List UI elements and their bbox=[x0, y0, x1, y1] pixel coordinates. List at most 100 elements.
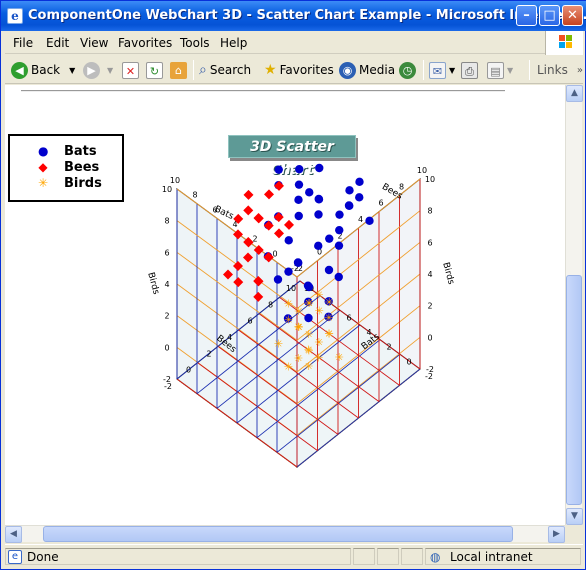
legend-label-bats: Bats bbox=[64, 143, 97, 159]
birds-point: ✳ bbox=[324, 327, 333, 340]
home-button[interactable]: ⌂ bbox=[170, 59, 187, 81]
status-cell bbox=[353, 548, 375, 565]
bats-point bbox=[304, 313, 313, 323]
z-tick-label-right: 0 bbox=[427, 333, 432, 342]
menu-tools[interactable]: Tools bbox=[180, 36, 210, 50]
birds-point: ✳ bbox=[304, 328, 313, 341]
back-dropdown-icon[interactable]: ▼ bbox=[69, 65, 76, 75]
bats-point bbox=[284, 236, 293, 245]
birds-point: ✳ bbox=[325, 328, 334, 341]
media-button[interactable]: ◉ Media bbox=[339, 59, 395, 81]
home-icon: ⌂ bbox=[170, 61, 187, 79]
floor-gridline bbox=[176, 280, 301, 380]
print-button[interactable]: ⎙ bbox=[461, 59, 478, 81]
scroll-down-button[interactable]: ▼ bbox=[566, 508, 583, 525]
birds-point: ✳ bbox=[294, 352, 303, 365]
stop-button[interactable]: ✕ bbox=[122, 59, 139, 81]
scrollbar-corner bbox=[565, 525, 582, 542]
y-tick-label: 8 bbox=[268, 300, 273, 309]
circle-marker-icon: ● bbox=[38, 144, 49, 158]
bats-point bbox=[314, 195, 324, 204]
birds-point: ✳ bbox=[284, 361, 293, 374]
horizontal-scroll-thumb[interactable] bbox=[43, 526, 513, 542]
history-button[interactable]: ◷ bbox=[399, 59, 416, 81]
birds-point: ✳ bbox=[294, 321, 303, 334]
bees-point bbox=[263, 220, 274, 231]
bats-point bbox=[335, 225, 344, 235]
bees-point bbox=[233, 261, 243, 271]
links-button[interactable]: Links » bbox=[537, 59, 583, 81]
refresh-button[interactable]: ↻ bbox=[146, 59, 163, 81]
x-tick-label-top: 2 bbox=[252, 235, 257, 244]
birds-point: ✳ bbox=[335, 351, 344, 364]
edit-dropdown-icon[interactable]: ▼ bbox=[507, 65, 514, 75]
chart-title: 3D Scatter Chart bbox=[228, 135, 356, 178]
title-bar[interactable]: e ComponentOne WebChart 3D - Scatter Cha… bbox=[1, 1, 586, 31]
bees-point bbox=[233, 229, 243, 240]
menu-view[interactable]: View bbox=[80, 36, 109, 50]
legend-item-bats: ● Bats bbox=[38, 143, 97, 159]
z-tick-label-right: 4 bbox=[427, 270, 432, 279]
menu-help[interactable]: Help bbox=[220, 36, 248, 50]
x-tick-label: 2 bbox=[386, 343, 391, 352]
back-button[interactable]: ◀ Back ▼ bbox=[11, 59, 75, 81]
stop-icon: ✕ bbox=[122, 61, 139, 79]
bees-point bbox=[243, 237, 254, 248]
menu-file[interactable]: File bbox=[13, 36, 34, 50]
scroll-right-button[interactable]: ▶ bbox=[548, 526, 565, 543]
diamond-marker-icon: ◆ bbox=[38, 160, 48, 174]
y-tick-label-top: -2 bbox=[295, 264, 303, 273]
bats-point bbox=[324, 312, 333, 322]
bees-point bbox=[284, 219, 294, 230]
birds-point: ✳ bbox=[274, 338, 283, 351]
z-tick-label-left: 8 bbox=[164, 217, 169, 226]
search-label: Search bbox=[209, 63, 252, 77]
menu-bar: File Edit View Favorites Tools Help bbox=[5, 31, 583, 55]
close-button[interactable]: ✕ bbox=[562, 5, 583, 26]
y-tick-label: 0 bbox=[186, 366, 191, 375]
legend-label-birds: Birds bbox=[64, 175, 102, 191]
history-icon: ◷ bbox=[399, 61, 416, 79]
maximize-button[interactable]: □ bbox=[539, 5, 560, 26]
zone-cell: ◍ Local intranet bbox=[425, 548, 581, 565]
menu-edit[interactable]: Edit bbox=[46, 36, 70, 50]
scroll-left-button[interactable]: ◀ bbox=[5, 526, 22, 543]
bats-point bbox=[365, 216, 374, 226]
favorites-button[interactable]: ★ Favorites bbox=[264, 59, 334, 81]
chevron-right-icon: » bbox=[576, 64, 583, 76]
bats-point bbox=[334, 272, 343, 282]
vertical-scroll-thumb[interactable] bbox=[566, 275, 582, 505]
forward-button[interactable]: ▶ ▼ bbox=[83, 59, 113, 81]
right-wall-gridline bbox=[296, 178, 421, 278]
z-tick-label-left: 6 bbox=[164, 248, 169, 257]
bats-point bbox=[294, 211, 303, 221]
bees-point bbox=[253, 276, 264, 287]
edit-button[interactable]: ▤ ▼ bbox=[487, 59, 513, 81]
window-title: ComponentOne WebChart 3D - Scatter Chart… bbox=[28, 8, 586, 23]
x-tick-label-top: 4 bbox=[232, 220, 237, 229]
favorites-label: Favorites bbox=[279, 63, 334, 77]
bats-point bbox=[325, 234, 334, 243]
horizontal-rule bbox=[21, 90, 505, 92]
x-tick-label: 4 bbox=[366, 328, 371, 337]
bats-point bbox=[355, 193, 364, 202]
vertical-scrollbar[interactable]: ▲ ▼ bbox=[565, 85, 583, 525]
search-button[interactable]: ⌕ Search bbox=[199, 59, 251, 81]
windows-logo bbox=[545, 31, 583, 55]
birds-point: ✳ bbox=[324, 312, 333, 325]
forward-arrow-icon: ▶ bbox=[83, 61, 100, 79]
menu-favorites[interactable]: Favorites bbox=[118, 36, 173, 50]
horizontal-scrollbar[interactable]: ◀ ▶ bbox=[5, 525, 565, 543]
minimize-button[interactable]: – bbox=[516, 5, 537, 26]
scroll-up-button[interactable]: ▲ bbox=[566, 85, 583, 102]
mail-dropdown-icon[interactable]: ▼ bbox=[449, 65, 456, 75]
mail-button[interactable]: ✉ ▼ bbox=[429, 59, 455, 81]
z-tick-label-left: -2 bbox=[163, 375, 171, 384]
x-tick-label: 0 bbox=[406, 357, 411, 366]
bees-point bbox=[243, 205, 254, 216]
birds-point: ✳ bbox=[305, 297, 314, 310]
bats-point bbox=[314, 210, 323, 219]
z-axis-title-right: Birds bbox=[440, 261, 456, 286]
